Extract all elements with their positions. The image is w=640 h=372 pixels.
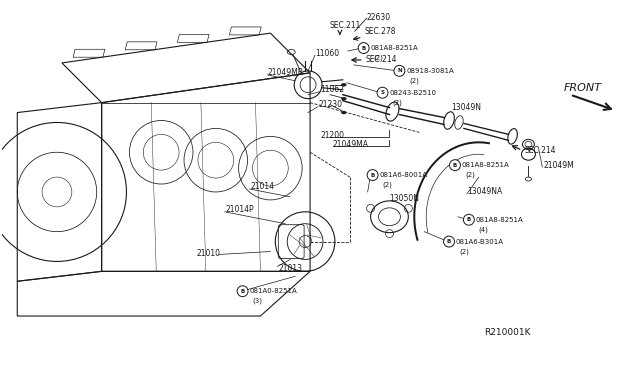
Text: 11062: 11062: [320, 85, 344, 94]
Text: 21010: 21010: [197, 249, 221, 258]
Text: 081A8-8251A: 081A8-8251A: [462, 162, 509, 168]
Text: 21014P: 21014P: [226, 205, 254, 214]
Text: N: N: [397, 68, 402, 73]
Text: B: B: [362, 45, 366, 51]
Text: 11060: 11060: [315, 48, 339, 58]
Text: 13050N: 13050N: [390, 195, 419, 203]
Text: SEC.278: SEC.278: [365, 27, 396, 36]
Text: 22630: 22630: [367, 13, 391, 22]
Text: 21049MA: 21049MA: [333, 140, 369, 149]
Text: B: B: [467, 217, 471, 222]
Circle shape: [377, 87, 388, 98]
Text: B: B: [371, 173, 375, 177]
Text: 081A8-8251A: 081A8-8251A: [371, 45, 419, 51]
Text: (2): (2): [374, 55, 383, 61]
Circle shape: [237, 286, 248, 296]
Circle shape: [358, 42, 369, 54]
Text: (2): (2): [392, 99, 403, 106]
Text: 08243-B2510: 08243-B2510: [390, 90, 436, 96]
Text: 21014: 21014: [250, 183, 275, 192]
Circle shape: [449, 160, 460, 171]
Circle shape: [367, 170, 378, 180]
Text: (3): (3): [253, 298, 262, 304]
Text: 21013: 21013: [278, 264, 302, 273]
Circle shape: [394, 65, 405, 76]
Text: 21200: 21200: [320, 131, 344, 140]
Text: 081A6-8001A: 081A6-8001A: [380, 172, 428, 178]
Circle shape: [463, 214, 474, 225]
Text: 21230: 21230: [318, 100, 342, 109]
Text: B: B: [241, 289, 244, 294]
Text: R210001K: R210001K: [484, 328, 531, 337]
Text: 081A0-8251A: 081A0-8251A: [250, 288, 298, 294]
Text: B: B: [447, 239, 451, 244]
Text: (2): (2): [410, 77, 419, 84]
Text: SEC.211: SEC.211: [330, 21, 362, 30]
Text: 08918-3081A: 08918-3081A: [406, 68, 454, 74]
Text: (2): (2): [465, 172, 475, 178]
Text: 081A8-8251A: 081A8-8251A: [476, 217, 524, 223]
Text: (2): (2): [459, 248, 469, 255]
Text: FRONT: FRONT: [564, 83, 602, 93]
Text: (2): (2): [383, 182, 392, 188]
Ellipse shape: [341, 111, 346, 114]
Text: SEC.214: SEC.214: [524, 146, 556, 155]
Ellipse shape: [341, 83, 346, 86]
Text: 13049N: 13049N: [451, 103, 481, 112]
Text: 21049M: 21049M: [543, 161, 574, 170]
Text: SEC.214: SEC.214: [365, 55, 397, 64]
Text: S: S: [381, 90, 385, 95]
Text: 21049MB: 21049MB: [268, 68, 303, 77]
Text: (4): (4): [479, 227, 489, 233]
Text: 081A6-B301A: 081A6-B301A: [456, 238, 504, 244]
Text: 13049NA: 13049NA: [467, 187, 502, 196]
Ellipse shape: [341, 97, 346, 100]
Circle shape: [444, 236, 454, 247]
Text: B: B: [453, 163, 457, 168]
